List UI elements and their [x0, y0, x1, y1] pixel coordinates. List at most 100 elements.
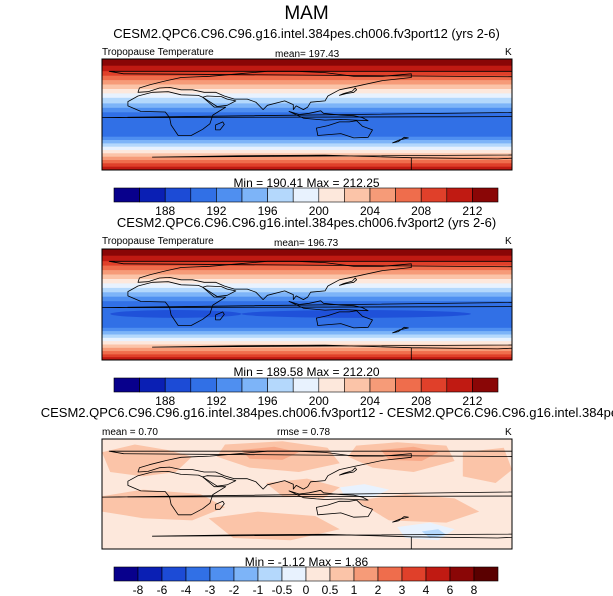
coastline	[392, 516, 409, 523]
map-band	[102, 341, 512, 345]
diff-contour-1to2	[208, 511, 340, 541]
colorbar-tick-label: 204	[360, 394, 380, 408]
map-band	[102, 334, 512, 339]
map-band	[102, 140, 512, 144]
map-band	[102, 160, 512, 164]
colorbar-swatch	[281, 566, 307, 582]
colorbar-swatch	[267, 377, 294, 393]
colorbar-swatch	[344, 377, 371, 393]
colorbar-swatch	[353, 566, 379, 582]
panel2-mean-label: mean= 196.73	[274, 238, 339, 249]
map-band	[102, 112, 512, 138]
map-band	[102, 59, 512, 67]
colorbar-swatch	[113, 377, 140, 393]
colorbar-tick-label: 3	[399, 583, 406, 596]
map-band	[102, 103, 512, 109]
map-band	[102, 351, 512, 355]
map-panel-3	[102, 439, 512, 549]
colorbar-swatch	[395, 377, 422, 393]
colorbar-swatch	[257, 566, 283, 582]
colorbar-tick-label: 6	[447, 583, 454, 596]
coastline	[315, 310, 373, 329]
coastline	[137, 450, 412, 490]
coastline	[108, 260, 512, 268]
colorbar-tick-label: 212	[462, 394, 482, 408]
colorbar-swatch	[164, 187, 192, 203]
colorbar-swatch	[369, 187, 396, 203]
map-band	[102, 97, 512, 104]
coastline	[151, 344, 512, 360]
colorbar-swatch	[420, 187, 448, 203]
colorbar-tick-label: 188	[155, 394, 175, 408]
panel3-units-label: K	[505, 427, 512, 438]
coastline	[215, 311, 225, 321]
panel3-title: CESM2.QPC6.C96.C96.g16.intel.384pes.ch00…	[40, 405, 613, 420]
coastline	[338, 87, 358, 96]
colorbar-swatch	[113, 566, 139, 582]
map-band	[102, 65, 512, 72]
colorbar-swatch	[161, 566, 187, 582]
colorbar-swatch	[267, 187, 294, 203]
map-band	[102, 143, 512, 148]
colorbar-tick-label: 196	[258, 204, 278, 218]
map-band	[102, 146, 512, 151]
colorbar-swatch	[473, 566, 499, 582]
map-band	[102, 261, 512, 267]
coastline	[127, 281, 227, 326]
colorbar-swatch	[233, 566, 259, 582]
panel3-rmse-label: rmse = 0.78	[277, 427, 331, 438]
colorbar-swatch	[446, 187, 473, 203]
colorbar-tick-label: -6	[157, 583, 168, 596]
colorbar-swatch	[139, 377, 166, 393]
map-band	[102, 296, 512, 302]
colorbar-tick-label: 192	[206, 204, 226, 218]
colorbar-tick-label: -4	[181, 583, 192, 596]
colorbar-swatch	[369, 377, 396, 393]
colorbar-swatch	[139, 187, 166, 203]
map-band	[102, 274, 512, 280]
colorbar-swatch	[472, 377, 499, 393]
map-band	[102, 354, 512, 358]
coastline	[288, 300, 369, 312]
colorbar-tick-label: 4	[423, 583, 430, 596]
coastline	[315, 120, 373, 139]
panel1-mean-label: mean= 197.43	[275, 49, 340, 60]
map-band	[102, 270, 512, 276]
colorbar-swatch	[241, 187, 268, 203]
coastline	[151, 154, 512, 170]
coastline	[137, 70, 412, 110]
map-band	[102, 327, 512, 332]
map-band	[102, 347, 512, 352]
map-band	[102, 292, 512, 298]
coastline	[288, 489, 369, 501]
colorbar-swatch	[209, 566, 235, 582]
map-band	[102, 150, 512, 154]
panel1-title: CESM2.QPC6.C96.C96.g16.intel.384pes.ch00…	[113, 26, 500, 41]
coastline	[338, 467, 358, 476]
map-band	[102, 89, 512, 94]
colorbar-swatch	[216, 187, 243, 203]
colorbar-tick-label: -2	[229, 583, 240, 596]
map-band	[102, 279, 512, 284]
panel3-mean-label: mean = 0.70	[102, 427, 158, 438]
colorbar-tick-label: 0.5	[322, 583, 339, 596]
colorbar-3: -8 -6 -4 -3 -2 -1 -0.5 0 0.5 1 2 3 4 6 8	[113, 566, 499, 596]
colorbar-swatch	[420, 377, 448, 393]
colorbar-tick-label: 196	[258, 394, 278, 408]
map-panel-1	[102, 59, 512, 170]
colorbar-swatch	[425, 566, 451, 582]
map-band	[102, 166, 512, 170]
map-band	[102, 283, 512, 289]
colorbar-tick-label: 192	[206, 394, 226, 408]
diff-contour-1to2	[102, 444, 193, 477]
colorbar-tick-label: 2	[375, 583, 382, 596]
coastline	[151, 533, 512, 549]
colorbar-swatch	[318, 377, 345, 393]
map-band	[102, 107, 512, 113]
map-frame-3	[101, 438, 513, 550]
colorbar-swatch	[185, 566, 211, 582]
map-frame-2	[101, 248, 513, 361]
colorbar-swatch	[292, 377, 320, 393]
colorbar-tick-label: 0	[303, 583, 310, 596]
map-band	[102, 84, 512, 90]
